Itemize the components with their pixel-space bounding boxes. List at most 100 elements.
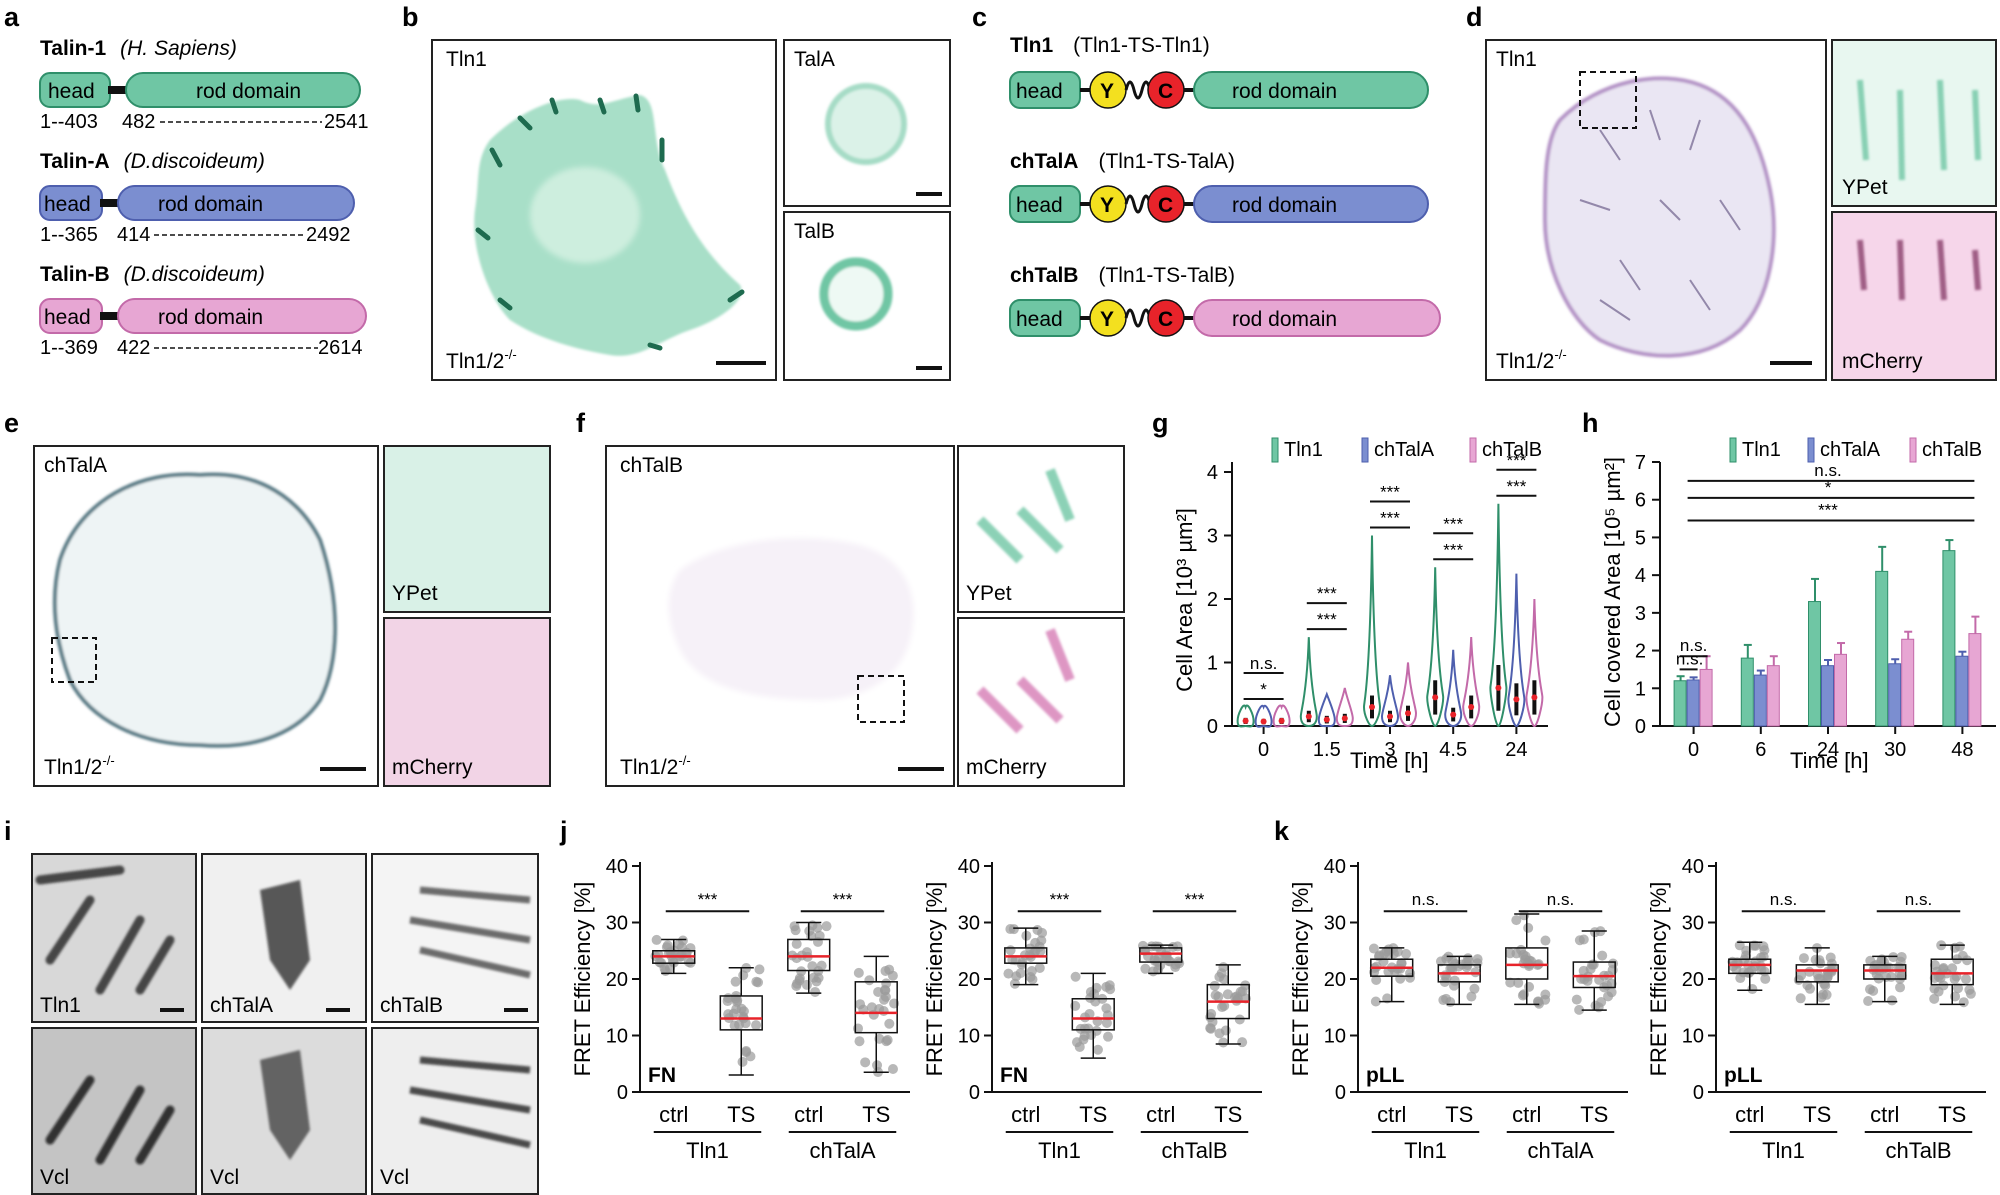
chart-j2-point xyxy=(1161,952,1172,963)
chart-k2-point xyxy=(1886,971,1897,982)
panel-letter-i: i xyxy=(4,816,12,846)
construct1-c: C xyxy=(1158,80,1173,103)
chart-k1-point xyxy=(1383,966,1394,977)
talin1-linker xyxy=(108,86,130,94)
chart-g-median xyxy=(1278,717,1285,724)
chart-j2-box-chTalB ctrl xyxy=(1139,947,1183,963)
chart-k1-ytick-label: 40 xyxy=(1324,856,1346,878)
chart-h-legend-chtalb: chTalB xyxy=(1922,439,1982,461)
chart-j2-point xyxy=(1079,1030,1090,1041)
chart-g-median xyxy=(1305,713,1312,720)
talinA-rod-start: 414 xyxy=(117,224,150,246)
construct2-rod: rod domain xyxy=(1232,194,1337,217)
chart-k1: FRET Efficiency [%] 0 10 20 30 40 pLL ctrl TS ctr… xyxy=(1288,856,1628,1163)
chart-k1-point xyxy=(1524,981,1535,992)
chart-g-violin-Tln1-24 xyxy=(1489,503,1508,728)
panel-letter-b: b xyxy=(402,2,419,32)
chart-g-violin-chTalA-1.5 xyxy=(1317,691,1336,728)
panel-i-top-label-2: chTalA xyxy=(210,994,273,1017)
chart-j2-ytick-label: 10 xyxy=(958,1026,980,1048)
chart-g-median xyxy=(1369,703,1375,710)
panel-letter-e: e xyxy=(4,408,19,438)
svg-text:Talin-B(D.discoideum): Talin-B (D.discoideum) xyxy=(40,263,265,286)
chart-k1-point xyxy=(1511,915,1522,926)
panel-letter-a: a xyxy=(4,2,20,32)
chart-g-sig-label: *** xyxy=(1443,514,1463,533)
construct1-rod: rod domain xyxy=(1232,80,1337,103)
chart-j2-point xyxy=(1217,1002,1228,1013)
panel-d-inset-mcherry xyxy=(1831,211,1997,381)
talinB-rod-end: 2614 xyxy=(318,337,363,359)
panel-d: Tln1 Tln1/2-/- YPet mCherry xyxy=(1485,39,1997,381)
chart-j2-point xyxy=(1092,1044,1103,1055)
chart-k1-sig-label: n.s. xyxy=(1412,890,1439,909)
chart-j1-point xyxy=(741,1046,752,1057)
panel-d-inset-ypet xyxy=(1831,39,1997,207)
chart-k1-xtick-label: TS xyxy=(1580,1102,1608,1127)
chart-g-ytick-label: 3 xyxy=(1207,526,1218,548)
chart-h-bar-Tln1-0 xyxy=(1673,680,1687,727)
chart-g-sig-label: *** xyxy=(1506,451,1526,470)
chart-k2-point xyxy=(1760,973,1771,984)
construct3-c: C xyxy=(1158,308,1173,331)
chart-h-legend-tln1: Tln1 xyxy=(1742,439,1781,461)
construct3-detail: (Tln1-TS-TalB) xyxy=(1098,264,1235,287)
talinA-rod-label: rod domain xyxy=(158,193,263,216)
chart-j2-ylabel: FRET Efficiency [%] xyxy=(922,882,947,1077)
chart-g-xtick-label: 0 xyxy=(1258,739,1269,761)
chart-k1-point xyxy=(1596,996,1607,1007)
chart-h-bar-chTalB-6 xyxy=(1766,665,1780,727)
talinB-rod-domain xyxy=(117,298,367,334)
chart-j2-point xyxy=(1205,1023,1216,1034)
chart-k1-ylabel: FRET Efficiency [%] xyxy=(1288,882,1313,1077)
chart-k2-point xyxy=(1961,974,1972,985)
panel-i-bottom-label-3: Vcl xyxy=(380,1166,409,1189)
panel-b-inset2-label: TalB xyxy=(794,220,835,243)
panel-letter-c: c xyxy=(972,2,987,32)
chart-k2-point xyxy=(1929,993,1940,1004)
chart-g-violin-Tln1-4.5 xyxy=(1426,567,1445,728)
panel-b-nucleus xyxy=(530,167,640,263)
chart-h-sig-label: n.s. xyxy=(1814,461,1841,480)
chart-k2-point xyxy=(1826,966,1837,977)
chart-g-violin-chTalB-24 xyxy=(1525,598,1544,728)
chart-j1-point xyxy=(860,1057,871,1068)
chart-g-violin-chTalB-3 xyxy=(1398,662,1418,728)
chart-j1-point xyxy=(821,921,832,932)
chart-j2-ytick-label: 30 xyxy=(958,913,980,935)
chart-j1-ytick-label: 0 xyxy=(617,1082,628,1104)
construct1-detail: (Tln1-TS-Tln1) xyxy=(1073,34,1210,57)
chart-j2-ytick-label: 40 xyxy=(958,856,980,878)
chart-h-legend-swatch-chtala xyxy=(1807,437,1815,463)
chart-j1-substrate: FN xyxy=(648,1064,676,1087)
svg-text:Tln1/2-/-: Tln1/2-/- xyxy=(446,347,517,373)
chart-g-sig-label: *** xyxy=(1380,509,1400,528)
chart-g-ytick-label: 0 xyxy=(1207,716,1218,738)
chart-j1-box-chTalA TS xyxy=(854,981,898,1034)
chart-k2-point xyxy=(1871,969,1882,980)
chart-k2-ytick-label: 40 xyxy=(1682,856,1704,878)
panel-f-genotype-sup: -/- xyxy=(678,753,690,768)
chart-k2-box-chTalB TS xyxy=(1930,958,1974,986)
chart-g-sig-label: *** xyxy=(1443,540,1463,559)
chart-h-bar-chTalA-48 xyxy=(1955,655,1969,727)
panel-e-inset2-label: mCherry xyxy=(392,756,473,779)
chart-g-xtick-label: 24 xyxy=(1505,739,1527,761)
talin1-head-range: 1--403 xyxy=(40,111,98,133)
chart-j2-point xyxy=(1218,1037,1229,1048)
chart-k2-ytick-label: 20 xyxy=(1682,969,1704,991)
chart-k1-point xyxy=(1587,959,1598,970)
chart-k2-box-Tln1 ctrl xyxy=(1728,958,1772,975)
chart-j2-point xyxy=(1234,1014,1245,1025)
chart-j2-sig-label: *** xyxy=(1050,890,1070,909)
chart-k1-xtick-label: TS xyxy=(1445,1102,1473,1127)
chart-h-sig-label: n.s. xyxy=(1680,636,1707,655)
panel-i-top-label-1: Tln1 xyxy=(40,994,81,1017)
chart-g-median xyxy=(1242,717,1249,724)
chart-k2-xtick-label: TS xyxy=(1938,1102,1966,1127)
chart-k2-substrate: pLL xyxy=(1724,1064,1763,1087)
chart-j1-ylabel: FRET Efficiency [%] xyxy=(570,882,595,1077)
chart-g-violin-Tln1-1.5 xyxy=(1299,637,1318,728)
talinA-linker xyxy=(100,199,122,207)
chart-k1-point xyxy=(1435,956,1446,967)
